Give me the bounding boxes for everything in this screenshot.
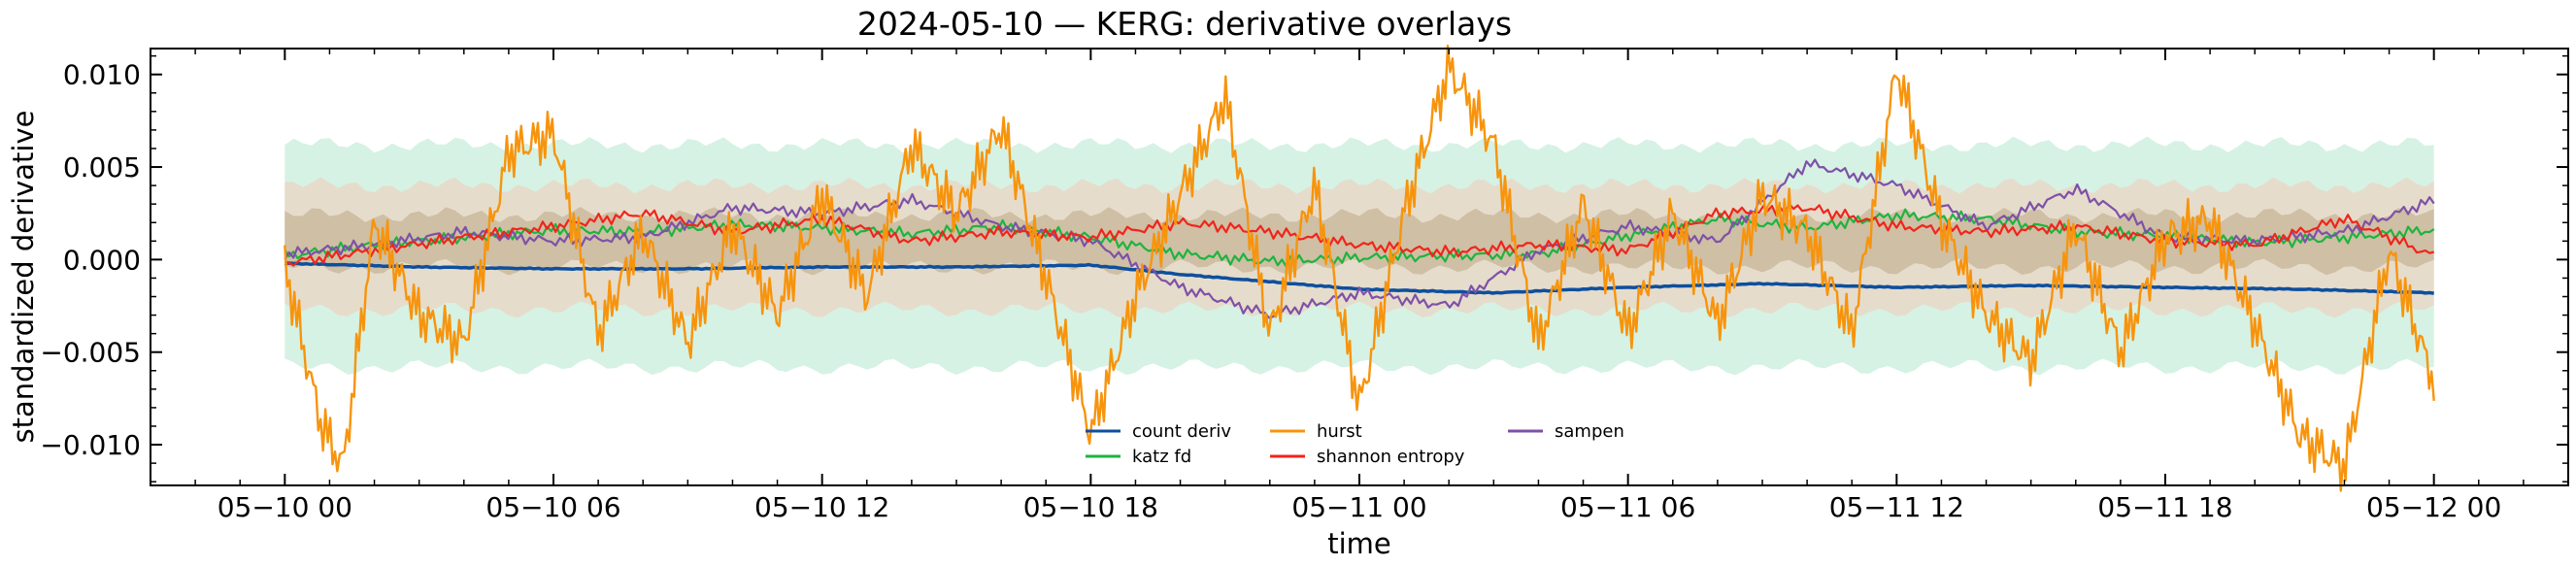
series-line-hurst — [284, 45, 2435, 492]
legend: count deriv hurst sampen katz fd shannon ent… — [1086, 421, 1624, 467]
x-tick-label: 05−10 00 — [217, 491, 352, 523]
plot-area — [284, 45, 2435, 492]
x-tick-label: 05−11 06 — [1560, 491, 1695, 523]
series-line-shannon-entropy — [284, 202, 2434, 267]
y-axis-label: standardized derivative — [7, 111, 40, 444]
legend-label: hurst — [1317, 421, 1362, 442]
x-tick-label: 05−10 06 — [485, 491, 620, 523]
x-tick-label: 05−11 18 — [2097, 491, 2232, 523]
x-tick-label: 05−10 18 — [1023, 491, 1158, 523]
x-tick-label: 05−12 00 — [2366, 491, 2501, 523]
x-tick-label: 05−11 12 — [1829, 491, 1964, 523]
y-axis-ticks: 0.010 0.005 0.000 −0.005 −0.010 — [40, 54, 2568, 483]
legend-label: shannon entropy — [1317, 447, 1465, 467]
band-inner — [284, 207, 2434, 276]
y-tick-label: 0.000 — [63, 244, 141, 276]
y-tick-label: 0.010 — [63, 59, 141, 91]
x-axis-label: time — [1327, 527, 1391, 560]
legend-label: count deriv — [1132, 421, 1231, 442]
x-tick-label: 05−11 00 — [1291, 491, 1426, 523]
series-lines — [284, 45, 2435, 492]
confidence-bands — [284, 136, 2434, 376]
y-tick-label: 0.005 — [63, 151, 141, 183]
legend-label: katz fd — [1132, 447, 1191, 467]
x-axis-ticks: 05−10 00 05−10 06 05−10 12 05−10 18 05−11 00… — [150, 49, 2569, 523]
y-tick-label: −0.010 — [40, 429, 141, 461]
y-tick-label: −0.005 — [40, 337, 141, 369]
x-tick-label: 05−10 12 — [754, 491, 889, 523]
legend-label: sampen — [1555, 421, 1624, 442]
chart-title: 2024-05-10 — KERG: derivative overlays — [857, 5, 1512, 43]
